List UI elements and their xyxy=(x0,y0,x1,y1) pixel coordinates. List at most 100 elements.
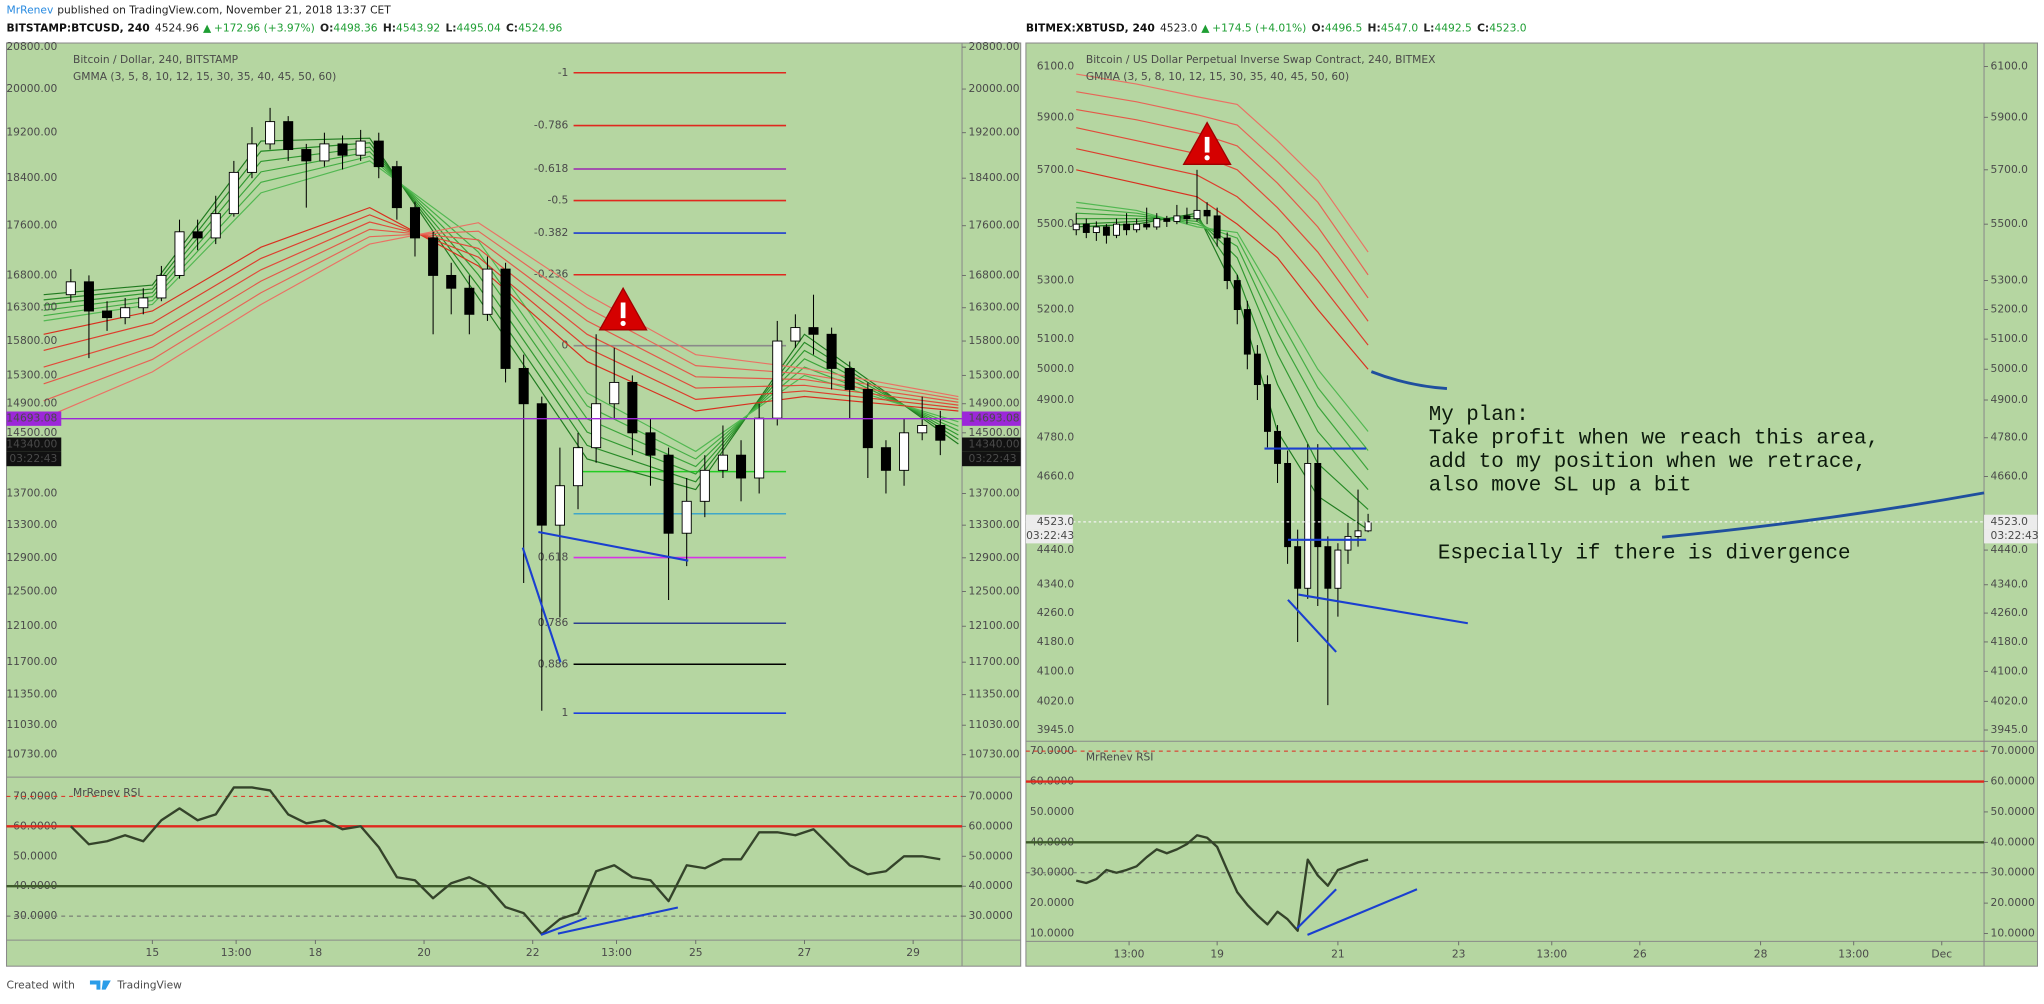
candle-body xyxy=(645,432,656,456)
x-tick-label: 29 xyxy=(906,946,920,959)
trend-line xyxy=(1307,888,1418,936)
gmma-line xyxy=(43,155,959,460)
candle-body xyxy=(554,485,565,526)
gmma-line xyxy=(1076,212,1369,471)
candle-body xyxy=(482,268,493,315)
y-tick-label: 11030.00 xyxy=(969,718,1020,731)
fib-label: -0.5 xyxy=(548,194,569,207)
y-tick-label: 5300.0 xyxy=(1037,274,1075,287)
y-tick-label: 4340.0 xyxy=(1037,578,1075,591)
x-tick-label: 13:00 xyxy=(1838,947,1869,960)
trend-line xyxy=(538,530,689,562)
y-tick-label: 16300.00 xyxy=(6,301,57,314)
x-tick-label: 20 xyxy=(417,946,431,959)
ohlc-key: C: xyxy=(1477,22,1489,35)
candle-body xyxy=(826,333,837,369)
y-tick-label: 12900.00 xyxy=(969,551,1020,564)
drawings: My plan: Take profit when we reach this … xyxy=(89,121,1985,990)
indicator-label: GMMA (3, 5, 8, 10, 12, 15, 30, 35, 40, 4… xyxy=(1086,70,1349,83)
y-tick-label: 10.0000 xyxy=(1030,927,1074,940)
y-tick-label: 11030.00 xyxy=(6,718,57,731)
candle-body xyxy=(500,268,511,369)
y-tick-label: 20000.00 xyxy=(6,82,57,95)
y-tick-label: 19200.00 xyxy=(969,126,1020,139)
y-tick-label: 50.0000 xyxy=(1030,805,1074,818)
annotation: Especially if there is divergence xyxy=(1438,542,1851,565)
change-arrow: ▲ xyxy=(203,22,212,35)
price-marker xyxy=(962,437,1021,452)
ohlc-key: L: xyxy=(445,22,456,35)
fib-label: 0.618 xyxy=(538,551,569,564)
panel-background xyxy=(1025,42,2039,967)
candle-body xyxy=(1264,384,1271,432)
chart-title: Bitcoin / Dollar, 240, BITSTAMP xyxy=(73,53,239,66)
candle-body xyxy=(880,447,891,471)
candle-body xyxy=(409,207,421,239)
y-tick-label: 5000.0 xyxy=(1037,362,1075,375)
y-tick-label: 15300.00 xyxy=(6,368,57,381)
y-tick-label: 13300.00 xyxy=(6,518,57,531)
candle-body xyxy=(899,432,910,471)
gmma-line xyxy=(43,214,959,409)
candle-body xyxy=(1123,223,1131,231)
fib-label: 1 xyxy=(562,706,569,719)
price-marker-label: 14693.08 xyxy=(6,412,57,425)
symbol: BITSTAMP:BTCUSD, 240 xyxy=(7,22,150,35)
footer-text: Created with xyxy=(7,979,75,992)
trend-line xyxy=(557,906,679,935)
candle-body xyxy=(536,403,547,526)
candle-body xyxy=(1253,353,1261,386)
fib-label: 0.786 xyxy=(538,616,569,629)
trend-line xyxy=(540,916,587,936)
gmma-line xyxy=(1076,91,1369,276)
candle-body xyxy=(246,143,257,173)
candle-body xyxy=(1304,462,1312,589)
y-tick-label: 4020.0 xyxy=(1991,694,2029,707)
countdown: 03:22:43 xyxy=(9,452,57,465)
price-marker xyxy=(1025,514,1073,530)
y-tick-label: 10.0000 xyxy=(1991,927,2035,940)
candle-body xyxy=(1153,218,1161,228)
y-tick-label: 12100.00 xyxy=(6,619,57,632)
y-tick-label: 19200.00 xyxy=(6,126,57,139)
y-tick-label: 11350.00 xyxy=(969,688,1020,701)
y-tick-label: 13300.00 xyxy=(969,518,1020,531)
gmma-line xyxy=(43,230,959,402)
author-link[interactable]: MrRenev xyxy=(7,3,54,16)
candle-body xyxy=(1223,237,1231,282)
warning-dot xyxy=(1204,155,1210,161)
brand-link[interactable]: TradingView xyxy=(116,979,182,992)
ohlc-key: H: xyxy=(1368,22,1381,35)
y-tick-label: 4440.0 xyxy=(1037,543,1075,556)
gmma-line xyxy=(43,206,959,412)
y-tick-label: 5500.0 xyxy=(1991,217,2029,230)
y-tick-label: 50.0000 xyxy=(1991,805,2035,818)
y-tick-label: 4100.0 xyxy=(1037,664,1075,677)
y-tick-label: 4780.0 xyxy=(1991,431,2029,444)
y-tick-label: 18400.00 xyxy=(969,171,1020,184)
price-marker xyxy=(6,411,62,426)
candle-body xyxy=(1233,280,1241,311)
countdown: 03:22:43 xyxy=(1991,529,2039,542)
y-tick-label: 50.0000 xyxy=(969,849,1013,862)
ohlc-value: 4547.0 xyxy=(1381,22,1419,35)
y-tick-label: 11700.00 xyxy=(969,655,1020,668)
y-tick-label: 20800.00 xyxy=(969,40,1020,53)
candle-body xyxy=(591,403,602,449)
y-tick-label: 20.0000 xyxy=(1030,896,1074,909)
candle-body xyxy=(1193,209,1201,220)
x-tick-label: 15 xyxy=(146,946,160,959)
rsi-line xyxy=(69,786,941,936)
y-tick-label: 4660.0 xyxy=(1037,469,1075,482)
y-tick-label: 4660.0 xyxy=(1991,469,2029,482)
price-marker-label: 14693.08 xyxy=(969,412,1020,425)
y-tick-label: 70.0000 xyxy=(1991,744,2035,757)
y-tick-label: 16800.00 xyxy=(6,268,57,281)
candle-body xyxy=(772,340,783,419)
change-arrow: ▲ xyxy=(1201,22,1210,35)
chart-title: Bitcoin / US Dollar Perpetual Inverse Sw… xyxy=(1086,53,1436,66)
trend-line xyxy=(1287,599,1337,653)
candle-body xyxy=(1102,226,1110,236)
candle-body xyxy=(609,381,620,405)
